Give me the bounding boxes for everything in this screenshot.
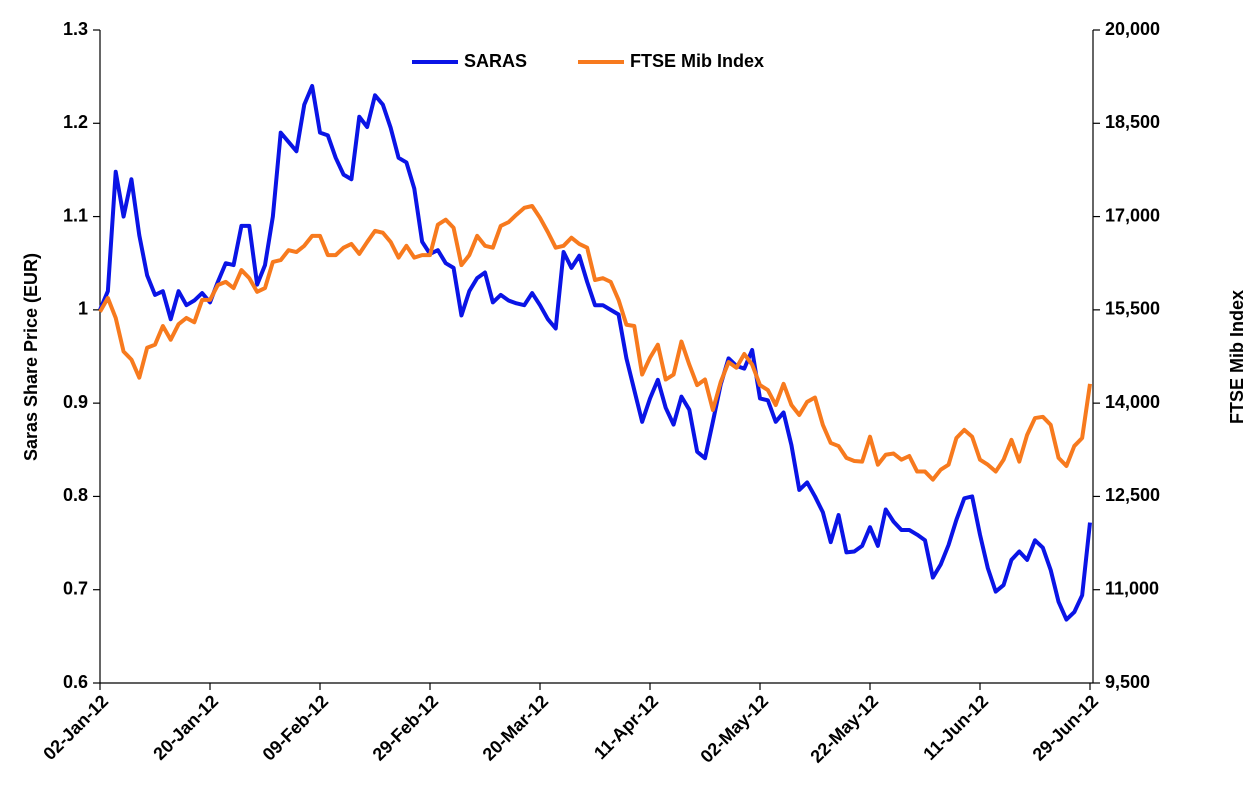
x-tick-label: 02-Jan-12 (39, 691, 112, 764)
x-tick-label: 09-Feb-12 (259, 691, 333, 765)
x-tick-label: 11-Jun-12 (919, 691, 992, 764)
y-axis-label: Saras Share Price (EUR) (21, 253, 41, 461)
legend-label: FTSE Mib Index (630, 51, 764, 71)
y-tick-label: 0.6 (63, 672, 88, 692)
line-series (98, 83, 1092, 622)
x-tick-label: 20-Mar-12 (479, 691, 553, 765)
y-tick-label: 1.3 (63, 19, 88, 39)
x-tick-label: 02-May-12 (696, 691, 772, 767)
y-tick-label: 1.1 (63, 205, 88, 225)
y2-tick-label: 15,500 (1105, 299, 1160, 319)
y2-tick-label: 12,500 (1105, 485, 1160, 505)
y2-tick-label: 11,000 (1105, 578, 1159, 598)
y-tick-label: 1 (78, 299, 88, 319)
y2-tick-label: 18,500 (1105, 112, 1160, 132)
x-tick-label: 20-Jan-12 (149, 691, 222, 764)
line-series (98, 203, 1092, 482)
y2-axis-label: FTSE Mib Index (1227, 290, 1247, 424)
legend-label: SARAS (464, 51, 527, 71)
y-tick-label: 0.8 (63, 485, 88, 505)
y2-tick-label: 17,000 (1105, 205, 1160, 225)
x-tick-label: 29-Jun-12 (1029, 691, 1103, 765)
y2-tick-label: 9,500 (1105, 672, 1150, 692)
x-tick-label: 29-Feb-12 (369, 691, 443, 765)
x-tick-label: 11-Apr-12 (590, 691, 662, 763)
y-tick-label: 1.2 (63, 112, 88, 132)
y2-tick-label: 14,000 (1105, 392, 1160, 412)
y-tick-label: 0.7 (63, 578, 88, 598)
x-tick-label: 22-May-12 (806, 691, 882, 767)
y2-tick-label: 20,000 (1105, 19, 1160, 39)
y-tick-label: 0.9 (63, 392, 88, 412)
